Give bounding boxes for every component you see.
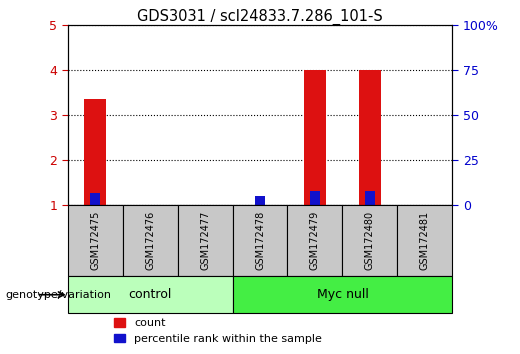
Bar <box>397 205 452 276</box>
Bar <box>304 70 326 205</box>
Text: GSM172476: GSM172476 <box>145 211 155 270</box>
Bar <box>310 191 320 205</box>
Text: GDS3031 / scl24833.7.286_101-S: GDS3031 / scl24833.7.286_101-S <box>137 9 383 25</box>
Bar <box>359 70 381 205</box>
Bar <box>123 205 177 276</box>
Bar <box>90 193 100 205</box>
Text: GSM172477: GSM172477 <box>200 211 210 270</box>
Bar <box>288 205 343 276</box>
Bar <box>365 191 375 205</box>
Bar <box>255 196 265 205</box>
Bar <box>68 205 123 276</box>
Text: GSM172481: GSM172481 <box>420 211 430 270</box>
Bar <box>177 205 232 276</box>
Text: GSM172479: GSM172479 <box>310 211 320 270</box>
Text: control: control <box>128 288 172 301</box>
Legend: count, percentile rank within the sample: count, percentile rank within the sample <box>110 314 327 348</box>
Text: genotype/variation: genotype/variation <box>5 290 111 300</box>
Bar <box>84 99 106 205</box>
Text: Myc null: Myc null <box>317 288 368 301</box>
Text: GSM172475: GSM172475 <box>90 211 100 270</box>
Text: GSM172480: GSM172480 <box>365 211 375 270</box>
Bar <box>343 205 397 276</box>
Bar <box>232 205 288 276</box>
Bar <box>68 276 232 313</box>
Bar <box>232 276 452 313</box>
Text: GSM172478: GSM172478 <box>255 211 265 270</box>
